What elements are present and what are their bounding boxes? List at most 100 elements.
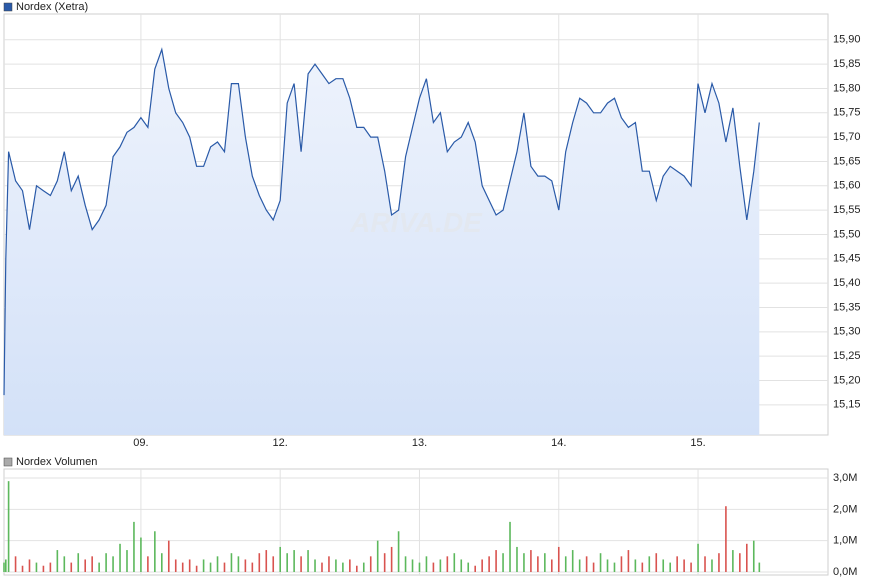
volume-bar: [467, 562, 470, 572]
y-tick-label: 15,25: [833, 350, 861, 362]
y-tick-label: 15,70: [833, 131, 861, 143]
volume-bar: [425, 556, 428, 572]
volume-bar: [3, 562, 5, 572]
volume-bar: [655, 553, 658, 572]
y-tick-label: 15,75: [833, 107, 861, 119]
price-line: [3, 47, 760, 396]
volume-bar: [578, 559, 581, 572]
volume-bar: [648, 556, 651, 572]
volume-bar: [397, 531, 400, 572]
legend-label: Nordex Volumen: [16, 456, 97, 468]
y-tick-label: 15,20: [833, 374, 861, 386]
x-tick-label: 14.: [551, 437, 566, 449]
volume-bar: [718, 553, 720, 572]
volume-bar: [300, 556, 302, 572]
volume-bar: [7, 481, 10, 572]
volume-bar: [676, 556, 678, 572]
y-tick-label: 15,45: [833, 253, 861, 265]
volume-bar: [251, 562, 254, 572]
volume-bar: [174, 559, 177, 572]
volume-bar: [537, 556, 539, 572]
y-tick-label: 15,90: [833, 34, 861, 46]
volume-bar: [188, 559, 191, 572]
volume-bar: [502, 553, 504, 572]
volume-bar: [453, 553, 456, 572]
y-tick-label: 15,30: [833, 326, 861, 338]
volume-bar: [70, 562, 73, 572]
volume-bar: [474, 565, 476, 572]
volume-bar: [571, 550, 574, 572]
volume-bar: [167, 540, 170, 572]
volume-bar: [530, 550, 532, 572]
volume-bar: [21, 565, 24, 572]
volume-bar: [725, 506, 727, 572]
volume-bar: [585, 556, 588, 572]
volume-bar: [126, 550, 128, 572]
volume-bar: [279, 546, 281, 572]
y-tick-label: 2,0M: [833, 503, 857, 515]
volume-bar: [620, 556, 623, 572]
volume-bar: [98, 562, 100, 572]
volume-bar: [244, 559, 247, 572]
y-tick-label: 15,35: [833, 301, 861, 313]
volume-bar: [195, 565, 198, 572]
volume-bar: [739, 553, 741, 572]
volume-bar: [293, 550, 295, 572]
y-tick-label: 15,50: [833, 228, 861, 240]
volume-bar: [704, 556, 706, 572]
volume-bar: [335, 559, 337, 572]
volume-bar: [147, 556, 149, 572]
volume-bar: [544, 553, 546, 572]
volume-bar: [488, 556, 490, 572]
volume-bar: [321, 562, 323, 572]
volume-bar: [140, 537, 142, 572]
volume-bar: [627, 550, 630, 572]
x-tick-label: 13.: [412, 437, 427, 449]
volume-bar: [286, 553, 288, 572]
y-tick-label: 15,40: [833, 277, 861, 289]
x-tick-label: 15.: [690, 437, 705, 449]
volume-bar: [432, 562, 435, 572]
volume-bar: [91, 556, 93, 572]
volume-bar: [669, 562, 671, 572]
volume-bar: [272, 556, 275, 572]
volume-bar: [369, 556, 372, 572]
volume-bar: [758, 562, 761, 572]
y-tick-label: 15,85: [833, 58, 861, 70]
volume-bar: [133, 521, 135, 572]
y-tick-label: 1,0M: [833, 535, 857, 547]
volume-bar: [516, 546, 518, 572]
volume-bar: [599, 553, 602, 572]
volume-bar: [383, 553, 386, 572]
area-fill: [4, 49, 760, 435]
volume-bar: [697, 543, 699, 572]
y-tick-label: 0,0M: [833, 566, 857, 578]
volume-bar: [314, 559, 316, 572]
x-tick-label: 09.: [133, 437, 148, 449]
volume-bar: [641, 562, 644, 572]
volume-bar: [446, 556, 449, 572]
volume-bar: [523, 553, 525, 572]
y-tick-label: 15,65: [833, 155, 861, 167]
volume-bar: [112, 556, 114, 572]
volume-bar: [119, 543, 121, 572]
volume-bar: [216, 556, 219, 572]
volume-bar: [613, 562, 616, 572]
volume-bar: [77, 553, 80, 572]
y-tick-label: 15,60: [833, 180, 861, 192]
y-tick-label: 3,0M: [833, 472, 857, 484]
volume-bar: [230, 553, 233, 572]
volume-bar: [390, 546, 393, 572]
legend-swatch: [3, 457, 13, 467]
volume-bar: [376, 540, 379, 572]
y-tick-label: 15,80: [833, 82, 861, 94]
volume-bar: [63, 556, 66, 572]
volume-bar: [404, 556, 407, 572]
volume-bar: [690, 562, 692, 572]
volume-bar: [209, 562, 212, 572]
volume-bar: [460, 559, 463, 572]
volume-bar: [5, 559, 7, 572]
volume-bar: [711, 559, 713, 572]
volume-bar: [362, 562, 365, 572]
